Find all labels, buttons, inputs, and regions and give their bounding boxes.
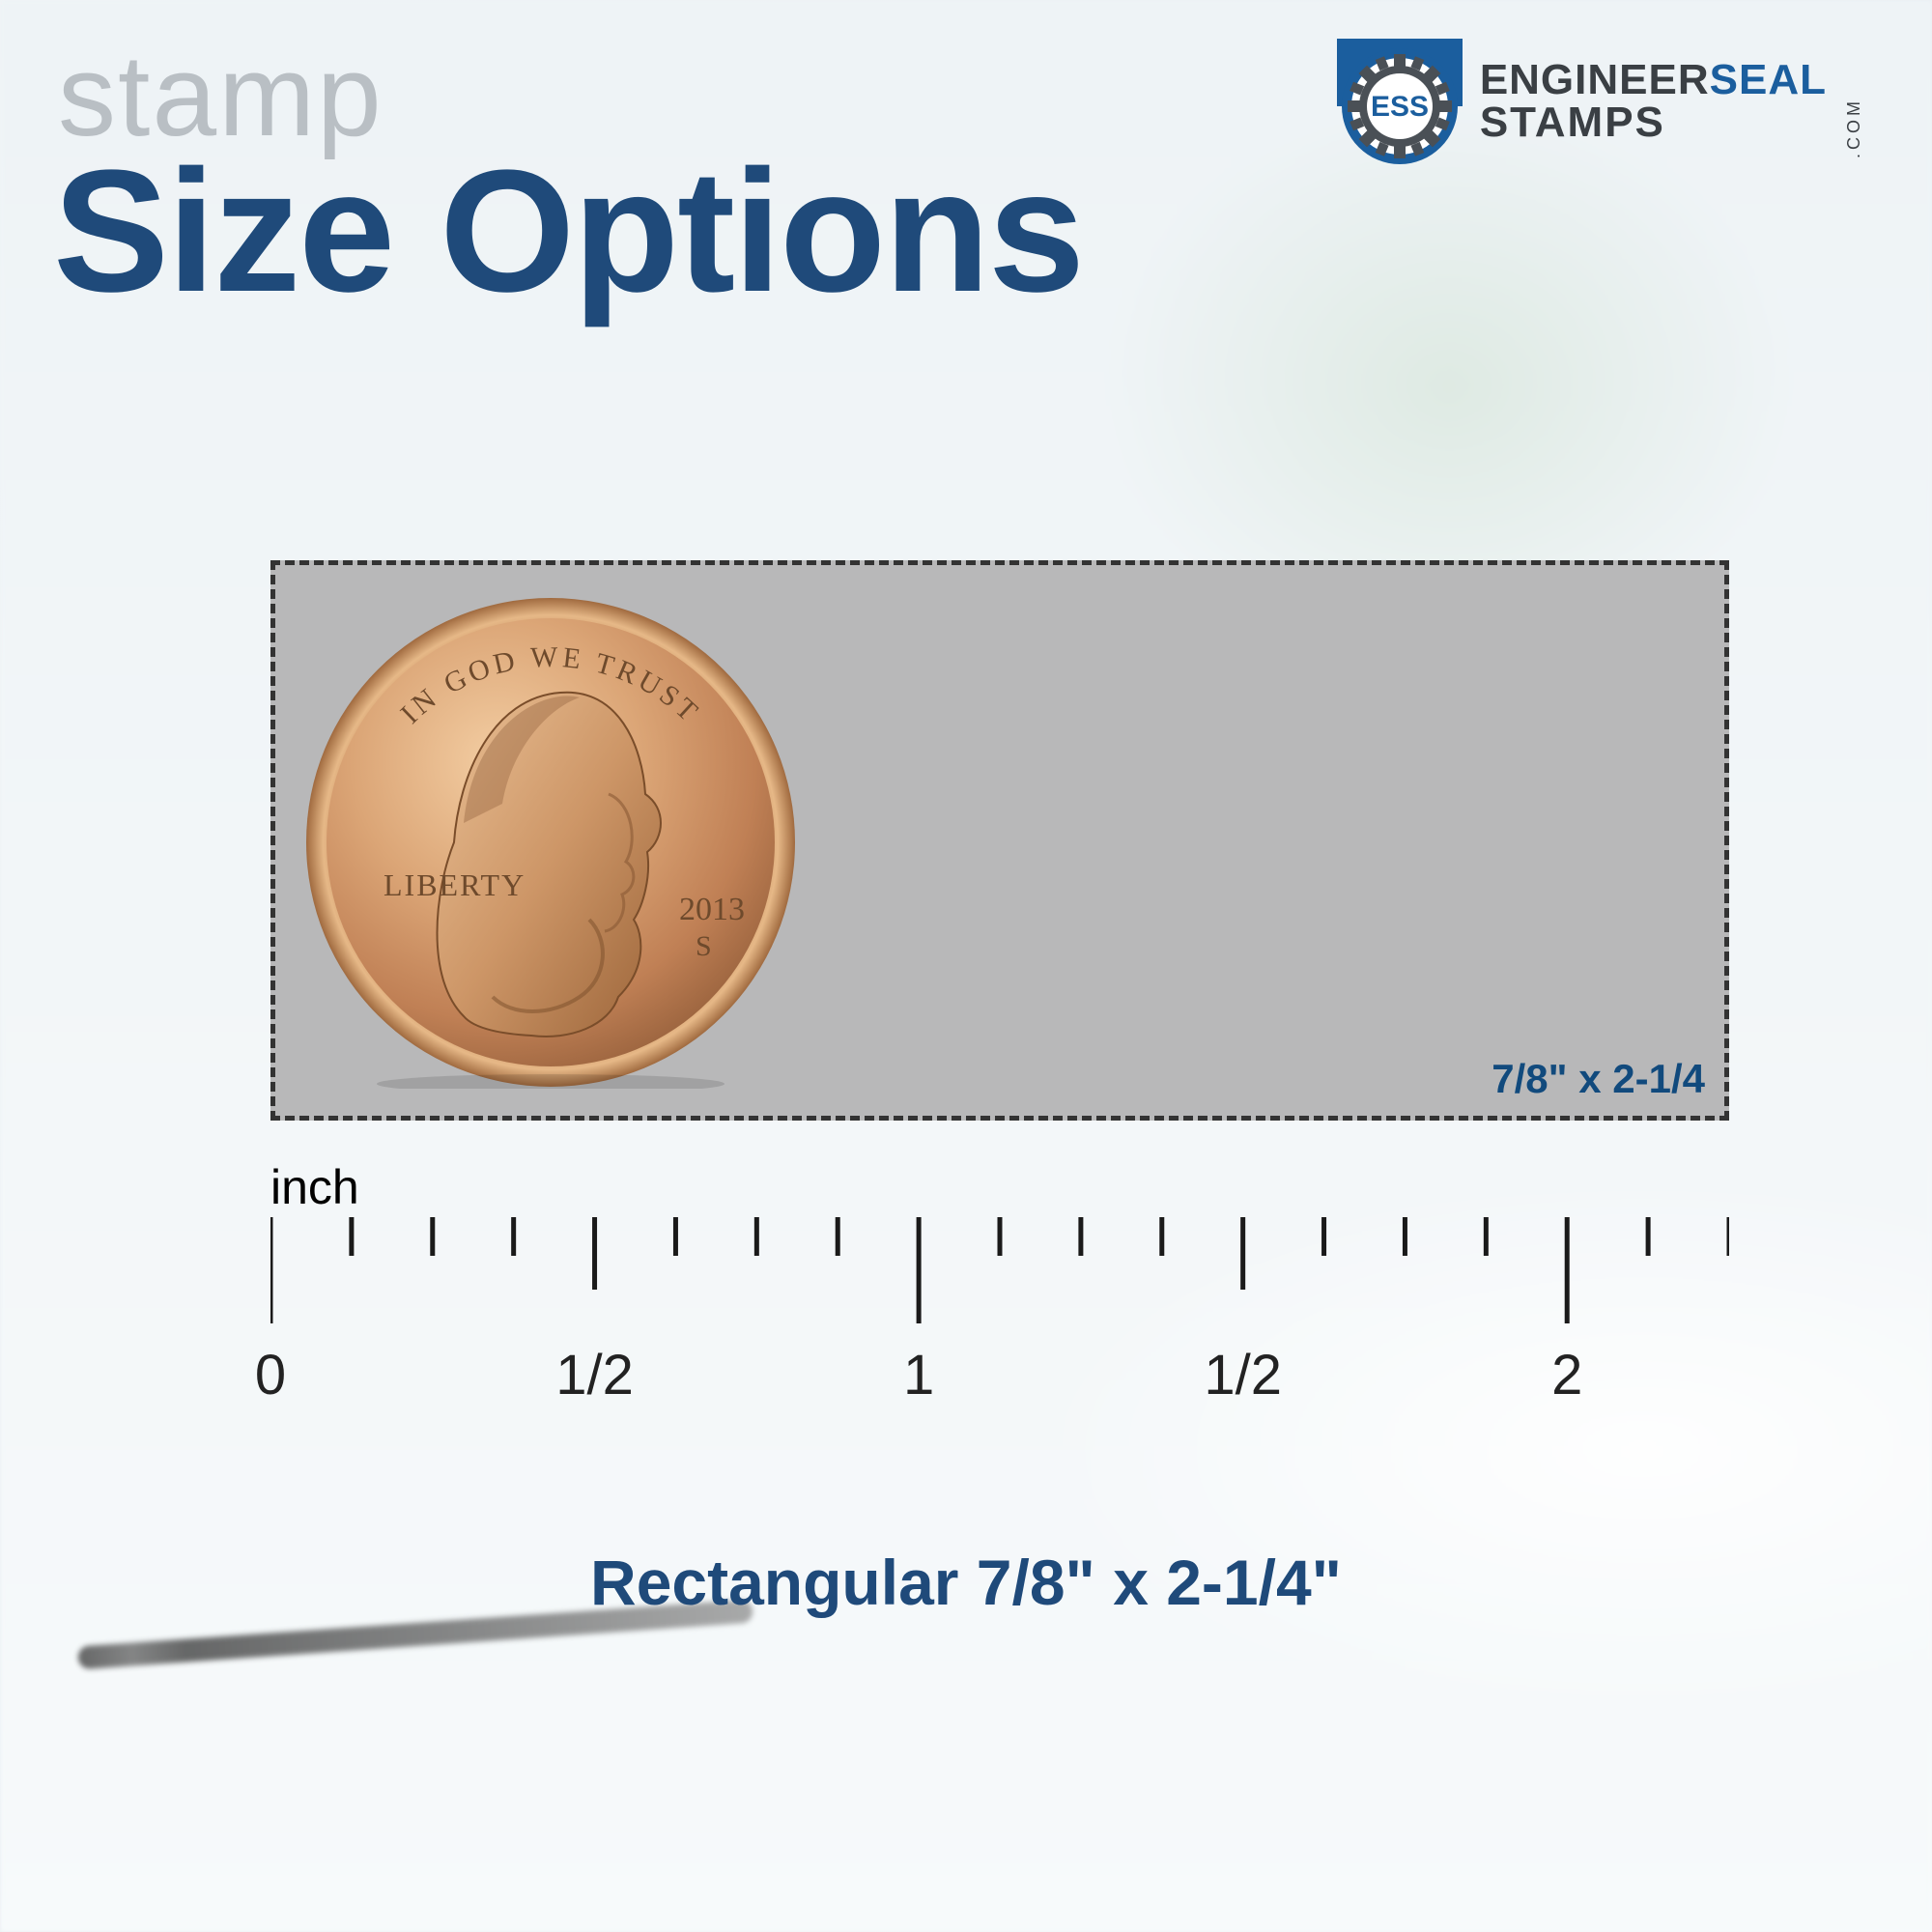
svg-text:S: S <box>696 930 712 962</box>
logo-badge-icon: ESS <box>1337 39 1463 164</box>
page-title: Size Options <box>53 145 1083 319</box>
ruler-ticks <box>270 1217 1729 1333</box>
ruler-label: 1 <box>903 1343 934 1407</box>
ruler: inch 01/211/22 <box>270 1217 1729 1333</box>
ruler-label: 0 <box>255 1343 286 1407</box>
logo-word-stamps: STAMPS <box>1480 99 1665 146</box>
ruler-label: 1/2 <box>1204 1343 1282 1407</box>
logo-word-engineer: ENGINEER <box>1480 56 1710 103</box>
ruler-label: 1/2 <box>555 1343 634 1407</box>
svg-text:2013: 2013 <box>679 892 745 927</box>
ruler-unit-label: inch <box>270 1159 359 1215</box>
logo-badge-text: ESS <box>1371 91 1429 123</box>
brand-logo: ESS ENGINEERSEAL STAMPS .COM <box>1337 39 1864 164</box>
size-caption: Rectangular 7/8" x 2-1/4" <box>590 1546 1342 1619</box>
logo-word-seal: SEAL <box>1710 56 1827 103</box>
logo-dotcom: .COM <box>1844 39 1864 164</box>
svg-text:LIBERTY: LIBERTY <box>384 867 526 902</box>
ruler-label: 2 <box>1551 1343 1582 1407</box>
stamp-dimension-label: 7/8" x 2-1/4 <box>1492 1056 1705 1102</box>
penny-coin-icon: IN GOD WE TRUST LIBERTY 2013 S <box>304 596 797 1089</box>
content: stamp Size Options <box>0 0 1932 1932</box>
logo-text: ENGINEERSEAL STAMPS <box>1480 59 1827 144</box>
